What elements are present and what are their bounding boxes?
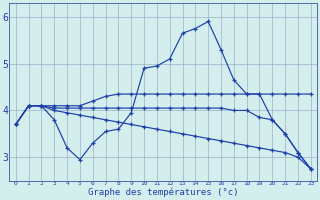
X-axis label: Graphe des températures (°c): Graphe des températures (°c) [88,188,238,197]
